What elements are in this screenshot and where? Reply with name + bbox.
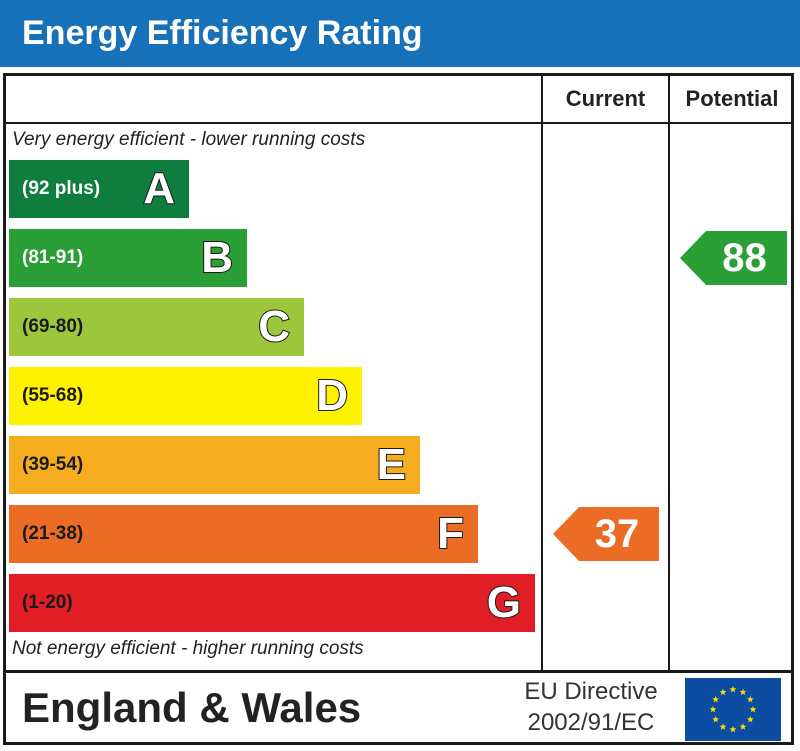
band-letter: B <box>200 232 234 283</box>
eu-star-icon <box>719 723 727 730</box>
band-letter: C <box>257 301 291 352</box>
band-g: (1-20) G <box>9 574 535 632</box>
eu-flag-icon <box>685 678 781 741</box>
band-letter: E <box>376 439 407 490</box>
band-b: (81-91) B <box>9 229 247 287</box>
eu-star-icon <box>739 723 747 730</box>
band-letter: D <box>315 370 349 421</box>
eu-star-icon <box>712 715 720 723</box>
eu-star-icon <box>712 695 720 703</box>
band-range-label: (92 plus) <box>22 178 101 199</box>
current-rating-arrow-value: 37 <box>594 512 640 556</box>
eu-star-icon <box>746 695 754 703</box>
header-divider <box>3 122 794 124</box>
top-note: Very energy efficient - lower running co… <box>12 129 366 150</box>
potential-rating-arrow: 88 <box>680 231 787 285</box>
eu-star-icon <box>729 685 737 693</box>
directive-line-2: 2002/91/EC <box>527 709 655 736</box>
band-range-label: (69-80) <box>22 316 84 337</box>
potential-column-header: Potential <box>685 86 779 111</box>
eu-directive: EU Directive 2002/91/EC <box>510 676 672 738</box>
eu-star-icon <box>719 688 727 696</box>
band-range-label: (21-38) <box>22 523 84 544</box>
band-range-label: (1-20) <box>22 592 73 613</box>
current-column-divider <box>541 73 543 673</box>
eu-star-icon <box>739 688 747 696</box>
band-range-label: (55-68) <box>22 385 84 406</box>
footer-divider <box>3 670 794 673</box>
band-f: (21-38) F <box>9 505 478 563</box>
current-rating-arrow: 37 <box>553 507 659 561</box>
rating-frame <box>3 73 794 745</box>
page-title: Energy Efficiency Rating <box>22 14 423 52</box>
band-e: (39-54) E <box>9 436 420 494</box>
band-range-label: (81-91) <box>22 247 84 268</box>
band-d: (55-68) D <box>9 367 362 425</box>
title-bar: Energy Efficiency Rating <box>0 0 800 67</box>
band-a: (92 plus) A <box>9 160 189 218</box>
eu-star-icon <box>746 715 754 723</box>
eu-star-icon <box>709 705 717 713</box>
band-range-label: (39-54) <box>22 454 84 475</box>
potential-column-divider <box>668 73 670 673</box>
eu-star-icon <box>729 725 737 733</box>
band-letter: F <box>436 508 465 559</box>
current-column-header: Current <box>565 86 646 111</box>
band-c: (69-80) C <box>9 298 304 356</box>
potential-rating-arrow-value: 88 <box>722 236 767 280</box>
country-label: England & Wales <box>22 684 362 731</box>
directive-line-1: EU Directive <box>524 678 658 705</box>
bottom-note: Not energy efficient - higher running co… <box>12 638 364 659</box>
eu-star-icon <box>749 705 757 713</box>
band-letter: A <box>142 163 176 214</box>
band-letter: G <box>486 577 522 628</box>
